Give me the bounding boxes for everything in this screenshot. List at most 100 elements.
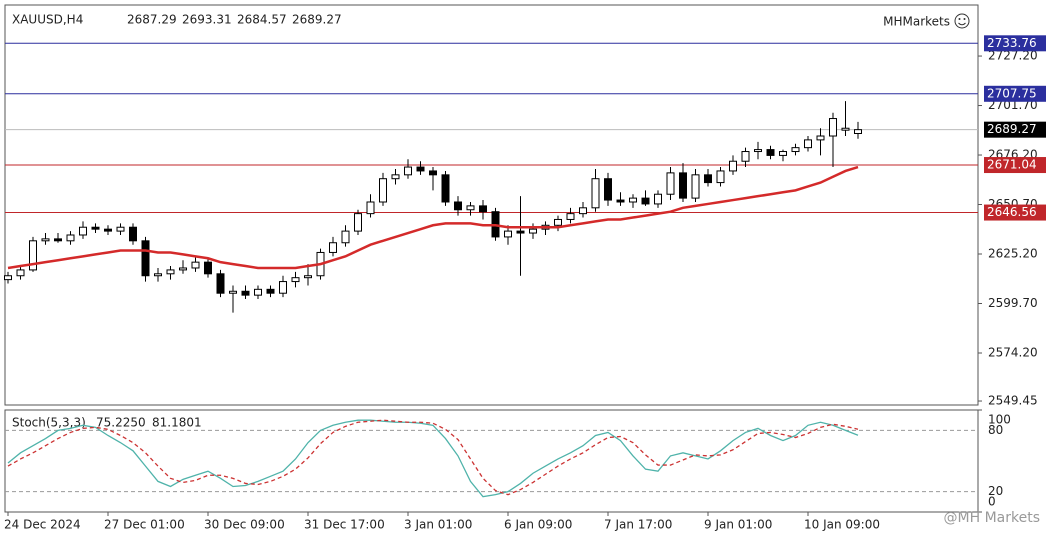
candle-body [16,269,25,277]
candle-body [641,197,650,205]
close-readout: 2689.27 [292,13,342,27]
candle-body [116,226,125,232]
x-tick-label: 27 Dec 01:00 [104,518,185,532]
candle-body [804,139,812,149]
candle-body [604,178,612,201]
open-readout: 2687.29 [127,13,177,27]
y-tick-label: 2599.70 [988,296,1038,310]
candle-body [566,213,575,220]
candle-body [4,275,12,281]
level-label: 2733.76 [987,36,1037,50]
candle-body [29,240,37,271]
smiley-icon [954,13,970,29]
y-tick-label: 0 [988,495,996,509]
candle-body [679,172,687,199]
candle-body [579,207,587,215]
x-tick-label: 6 Jan 09:00 [504,518,572,532]
candle-body [529,228,537,234]
x-tick-label: 10 Jan 09:00 [804,518,880,532]
y-tick-label: 20 [988,484,1003,498]
candle-body [479,205,487,213]
candle-body [704,174,712,184]
candle-body [629,197,637,203]
candle-body [779,151,787,156]
level-label: 2707.75 [987,86,1037,100]
candle-body [466,205,475,211]
candle-body [554,218,562,226]
candle-body [254,288,262,296]
candle-body [816,135,825,141]
level-label: 2671.04 [987,158,1037,172]
stoch-d-readout: 81.1801 [152,416,202,430]
x-tick-label: 7 Jan 17:00 [604,518,672,532]
candle-body [791,147,800,153]
stoch-panel [4,409,979,513]
candle-body [279,281,287,294]
level-tag [984,157,1046,174]
candle-body [416,166,425,172]
stoch-title: Stoch(5,3,3) [12,416,86,430]
candle-body [654,193,662,205]
x-tick-label: 3 Jan 01:00 [404,518,472,532]
candle-body [754,149,762,153]
x-tick-label: 30 Dec 09:00 [204,518,285,532]
candle-body [329,242,337,253]
watermark: @MH Markets [944,510,1040,526]
x-tick-label: 31 Dec 17:00 [304,518,385,532]
candle-body [266,288,275,294]
level-tag [984,85,1046,102]
candle-body [154,273,162,277]
candle-body [379,178,387,203]
candle-body [66,234,75,242]
candle-body [91,226,100,230]
candle-body [229,290,237,294]
candle-body [429,170,437,176]
stoch-k-readout: 75.2250 [96,416,146,430]
y-tick-label: 2727.20 [988,49,1038,63]
candle-body [366,201,375,215]
x-tick-label: 24 Dec 2024 [4,518,81,532]
x-tick-label: 9 Jan 01:00 [704,518,772,532]
candle-body [216,273,225,294]
candle-body [304,275,312,279]
candle-body [341,230,350,244]
candle-body [841,127,850,131]
low-readout: 2684.57 [237,13,287,27]
y-tick-label: 2574.20 [988,345,1038,359]
candle-body [241,290,250,296]
y-tick-label: 100 [988,413,1011,427]
candle-body [41,238,50,242]
candle-body [854,129,862,135]
candle-body [54,238,62,242]
level-tag [984,204,1046,221]
candle-body [404,166,412,176]
stoch-line [7,419,859,498]
y-tick-label: 80 [988,423,1003,437]
candle-body [691,174,700,199]
candle-body [666,172,675,195]
candle-body [454,201,462,211]
y-tick-label: 2549.45 [988,394,1038,408]
y-tick-label: 2625.20 [988,247,1038,261]
candle-body [166,269,175,275]
candle-body [391,174,400,180]
candle-body [104,228,112,232]
candle-body [729,160,737,172]
symbol-title: XAUUSD,H4 [12,13,83,27]
candle-body [191,261,200,269]
candle-body [766,149,775,156]
candle-body [441,174,450,203]
level-tag [984,121,1046,138]
high-readout: 2693.31 [182,13,232,27]
candle-body [141,240,150,277]
level-label: 2689.27 [987,122,1037,136]
candle-body [516,230,525,234]
candle-body [591,178,600,209]
candle-body [716,170,725,184]
candle-body [179,267,187,271]
candle-body [291,277,300,283]
candle-body [504,230,512,238]
candle-body [129,226,137,242]
